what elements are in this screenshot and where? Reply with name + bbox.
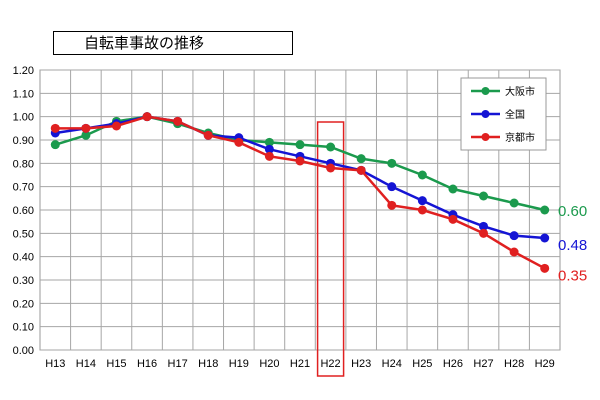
y-tick-label: 0.30 xyxy=(13,275,34,287)
data-point xyxy=(417,170,427,180)
y-tick-label: 1.10 xyxy=(13,88,34,100)
x-tick-label: H27 xyxy=(473,358,493,370)
data-point xyxy=(356,154,366,164)
data-point xyxy=(540,205,550,215)
x-tick-label: H17 xyxy=(168,358,188,370)
legend-marker xyxy=(481,87,490,95)
y-tick-label: 0.40 xyxy=(13,252,34,264)
x-tick-label: H23 xyxy=(351,358,371,370)
y-tick-label: 0.60 xyxy=(13,205,34,217)
data-point xyxy=(509,198,519,208)
data-point xyxy=(264,144,274,154)
legend-label: 全国 xyxy=(505,108,525,121)
data-point xyxy=(142,112,152,122)
data-point xyxy=(387,158,397,168)
data-point xyxy=(479,221,489,231)
y-tick-label: 0.00 xyxy=(13,345,34,357)
data-point xyxy=(50,123,60,133)
y-tick-label: 0.70 xyxy=(13,182,34,194)
x-tick-label: H24 xyxy=(382,358,402,370)
data-point xyxy=(387,200,397,210)
data-point xyxy=(479,228,489,238)
data-point xyxy=(203,130,213,140)
x-tick-label: H22 xyxy=(320,358,340,370)
legend-marker xyxy=(481,110,490,118)
data-point xyxy=(387,182,397,192)
x-tick-label: H20 xyxy=(259,358,279,370)
data-point xyxy=(509,231,519,241)
chart-title: 自転車事故の推移 xyxy=(53,31,293,55)
end-value-label: 0.35 xyxy=(558,267,587,284)
data-point xyxy=(417,196,427,206)
data-point xyxy=(111,121,121,131)
end-value-label: 0.60 xyxy=(558,203,587,220)
x-tick-label: H21 xyxy=(290,358,310,370)
data-point xyxy=(81,123,91,133)
y-tick-label: 0.50 xyxy=(13,228,34,240)
x-tick-label: H14 xyxy=(76,358,96,370)
legend-marker xyxy=(481,133,490,141)
x-tick-label: H29 xyxy=(535,358,555,370)
y-tick-label: 0.20 xyxy=(13,298,34,310)
data-point xyxy=(448,214,458,224)
y-tick-label: 0.10 xyxy=(13,322,34,334)
data-point xyxy=(356,165,366,175)
data-point xyxy=(540,263,550,273)
highlight-box xyxy=(316,121,345,377)
y-tick-label: 0.90 xyxy=(13,135,34,147)
end-value-label: 0.48 xyxy=(558,237,587,254)
y-tick-label: 0.80 xyxy=(13,158,34,170)
y-tick-label: 1.00 xyxy=(13,112,34,124)
data-point xyxy=(326,163,336,173)
data-point xyxy=(264,151,274,161)
data-point xyxy=(540,233,550,243)
x-tick-label: H28 xyxy=(504,358,524,370)
data-point xyxy=(448,184,458,194)
legend-label: 京都市 xyxy=(505,131,535,144)
x-tick-label: H15 xyxy=(106,358,126,370)
x-tick-label: H18 xyxy=(198,358,218,370)
x-tick-label: H26 xyxy=(443,358,463,370)
legend-label: 大阪市 xyxy=(505,85,535,98)
data-point xyxy=(264,137,274,147)
data-point xyxy=(50,140,60,150)
data-point xyxy=(326,142,336,152)
data-point xyxy=(509,247,519,257)
data-point xyxy=(173,116,183,126)
data-point xyxy=(81,130,91,140)
data-point xyxy=(295,140,305,150)
x-tick-label: H25 xyxy=(412,358,432,370)
x-tick-label: H13 xyxy=(45,358,65,370)
data-point xyxy=(234,137,244,147)
y-tick-label: 1.20 xyxy=(13,65,34,77)
data-point xyxy=(417,205,427,215)
x-tick-label: H16 xyxy=(137,358,157,370)
data-point xyxy=(479,191,489,201)
x-tick-label: H19 xyxy=(229,358,249,370)
data-point xyxy=(295,156,305,166)
